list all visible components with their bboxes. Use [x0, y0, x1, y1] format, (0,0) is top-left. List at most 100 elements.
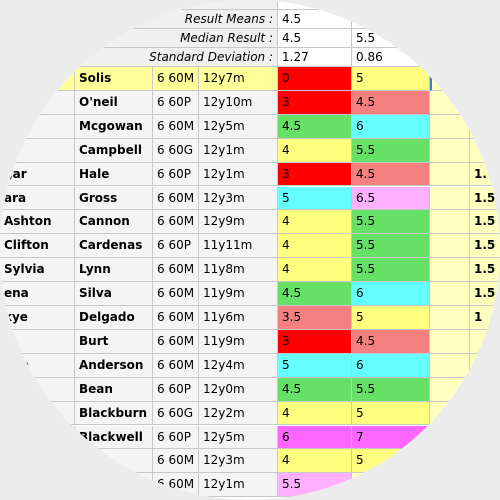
result-2[interactable]: 4.5 — [352, 329, 430, 354]
spare-cell[interactable] — [430, 401, 470, 426]
result-2[interactable]: 6 — [352, 282, 430, 306]
result-1[interactable]: 5 — [278, 353, 352, 378]
result-2[interactable]: 7 — [352, 425, 430, 450]
result-1[interactable]: 4 — [278, 401, 352, 426]
result-2[interactable]: 5.5 — [352, 210, 430, 235]
first-name[interactable] — [0, 473, 75, 498]
age[interactable]: 11y11m — [199, 234, 278, 259]
result-2[interactable]: 6.5 — [352, 186, 430, 211]
extra[interactable] — [470, 67, 500, 91]
extra[interactable]: 1.5 — [470, 234, 500, 259]
age[interactable]: 12y3m — [199, 186, 278, 211]
spare-cell[interactable] — [430, 234, 470, 259]
first-name[interactable] — [0, 90, 75, 115]
spare-cell[interactable] — [430, 186, 470, 211]
surname[interactable]: Silva — [75, 282, 153, 306]
class[interactable]: 6 60P — [153, 425, 199, 450]
extra[interactable] — [470, 138, 500, 163]
first-name[interactable]: n — [0, 114, 75, 139]
age[interactable]: 11y9m — [199, 329, 278, 354]
class[interactable]: 6 60M — [153, 210, 199, 235]
extra[interactable]: 1.5 — [470, 186, 500, 211]
spare-cell[interactable] — [430, 306, 470, 330]
spare-cell[interactable] — [430, 329, 470, 354]
result-2[interactable]: 5 — [352, 449, 430, 474]
result-1[interactable]: 4 — [278, 449, 352, 474]
surname[interactable]: Burt — [75, 329, 153, 354]
result-1[interactable]: 0 — [278, 67, 352, 91]
result-1[interactable]: 4 — [278, 210, 352, 235]
age[interactable]: 12y2m — [199, 401, 278, 426]
result-1[interactable]: 3.5 — [278, 306, 352, 330]
class[interactable]: 6 60P — [153, 377, 199, 402]
first-name[interactable] — [0, 138, 75, 163]
age[interactable]: 12y1m — [199, 473, 278, 498]
surname[interactable]: Lynn — [75, 258, 153, 283]
class[interactable]: 6 60P — [153, 90, 199, 115]
result-1[interactable]: 3 — [278, 90, 352, 115]
class[interactable]: 6 60M — [153, 186, 199, 211]
extra[interactable]: 1 — [470, 306, 500, 330]
spare-cell[interactable] — [430, 473, 470, 498]
surname[interactable]: Bean — [75, 377, 153, 402]
age[interactable]: 12y7m — [199, 67, 278, 91]
age[interactable]: 12y3m — [199, 449, 278, 474]
spare-cell[interactable] — [430, 67, 470, 91]
class[interactable]: 6 60M — [153, 329, 199, 354]
extra[interactable]: 1.5 — [470, 282, 500, 306]
class[interactable]: 6 60M — [153, 114, 199, 139]
class[interactable]: 6 60G — [153, 138, 199, 163]
result-2[interactable]: 5.5 — [352, 234, 430, 259]
result-2[interactable]: 5 — [352, 401, 430, 426]
age[interactable]: 11y8m — [199, 258, 278, 283]
result-1[interactable]: 4.5 — [278, 114, 352, 139]
first-name[interactable] — [0, 401, 75, 426]
class[interactable]: 6 60M — [153, 306, 199, 330]
first-name[interactable]: ara — [0, 186, 75, 211]
result-1[interactable]: 5 — [278, 186, 352, 211]
surname[interactable]: Cannon — [75, 210, 153, 235]
class[interactable]: 6 60M — [153, 282, 199, 306]
class[interactable]: 6 60P — [153, 162, 199, 187]
surname[interactable] — [75, 449, 153, 474]
surname[interactable]: O'neil — [75, 90, 153, 115]
result-1[interactable]: 4.5 — [278, 377, 352, 402]
result-2[interactable] — [352, 473, 430, 498]
surname[interactable]: Blackburn — [75, 401, 153, 426]
spare-cell[interactable] — [430, 138, 470, 163]
result-2[interactable]: 5 — [352, 67, 430, 91]
class[interactable]: 6 60M — [153, 353, 199, 378]
age[interactable]: 12y4m — [199, 353, 278, 378]
spare-cell[interactable] — [430, 258, 470, 283]
surname[interactable]: Blackwell — [75, 425, 153, 450]
extra[interactable] — [470, 473, 500, 498]
class[interactable]: 6 60M — [153, 67, 199, 91]
extra[interactable] — [470, 449, 500, 474]
result-1[interactable]: 3 — [278, 329, 352, 354]
class[interactable]: 6 60P — [153, 234, 199, 259]
surname[interactable]: Cardenas — [75, 234, 153, 259]
age[interactable]: 12y1m — [199, 138, 278, 163]
spare-cell[interactable] — [430, 114, 470, 139]
result-2[interactable]: 5.5 — [352, 377, 430, 402]
first-name[interactable]: Ashton — [0, 210, 75, 235]
result-1[interactable]: 4.5 — [278, 282, 352, 306]
first-name[interactable]: n — [0, 329, 75, 354]
extra[interactable] — [470, 329, 500, 354]
result-2[interactable]: 6 — [352, 114, 430, 139]
surname[interactable]: Anderson — [75, 353, 153, 378]
first-name[interactable] — [0, 67, 75, 91]
age[interactable]: 12y1m — [199, 162, 278, 187]
result-2[interactable]: 6 — [352, 353, 430, 378]
extra[interactable]: 1. — [470, 162, 500, 187]
age[interactable]: 12y5m — [199, 425, 278, 450]
extra[interactable] — [470, 90, 500, 115]
age[interactable]: 12y0m — [199, 377, 278, 402]
result-1[interactable]: 3 — [278, 162, 352, 187]
surname[interactable]: Campbell — [75, 138, 153, 163]
age[interactable]: 12y9m — [199, 210, 278, 235]
first-name[interactable]: Sylvia — [0, 258, 75, 283]
spare-cell[interactable] — [430, 377, 470, 402]
extra[interactable] — [470, 425, 500, 450]
age[interactable]: 11y9m — [199, 282, 278, 306]
